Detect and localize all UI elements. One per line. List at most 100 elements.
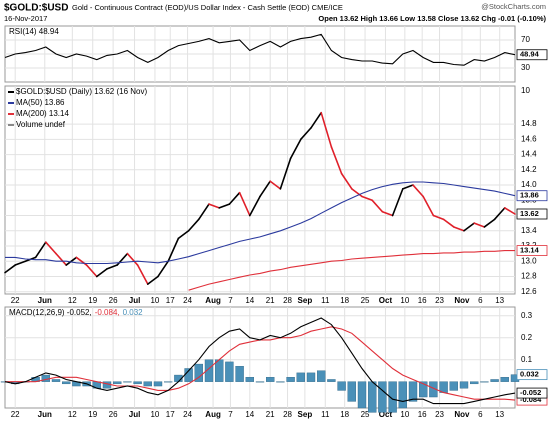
x-tick-label: 18 — [340, 296, 349, 305]
y-tick-label: 0.1 — [521, 355, 533, 364]
price-segment — [391, 188, 404, 217]
price-segment — [279, 157, 292, 190]
x-tick-label: 7 — [228, 410, 233, 419]
histogram-bar — [306, 372, 316, 382]
histogram-bar — [276, 381, 285, 383]
price-segment — [136, 264, 149, 285]
histogram-bar — [194, 363, 204, 382]
y-tick-label: 0.2 — [521, 333, 533, 342]
x-tick-label: 14 — [245, 296, 254, 305]
price-segment — [289, 138, 302, 160]
histogram-bar — [133, 381, 142, 385]
histogram-bar — [347, 381, 356, 402]
x-tick-label: 16 — [418, 410, 427, 419]
quote: Open 13.62 High 13.66 Low 13.58 Close 13… — [318, 14, 546, 23]
x-tick-label: Nov — [454, 410, 470, 419]
x-tick-label: Jul — [129, 410, 141, 419]
price-segment — [361, 195, 374, 202]
legend-entry: 0.032 — [123, 308, 144, 317]
x-tick-label: Jun — [38, 410, 52, 419]
histogram-bar — [449, 381, 458, 391]
histogram-bar — [388, 381, 397, 413]
x-tick-label: 13 — [495, 296, 504, 305]
price-segment — [187, 218, 200, 232]
legend-swatch — [8, 124, 14, 126]
price-segment — [493, 207, 506, 221]
price-segment — [463, 222, 476, 232]
value-box-label: -0.084 — [520, 395, 542, 404]
x-tick-label: 13 — [495, 410, 504, 419]
legend-entry: Volume undef — [16, 120, 66, 129]
price-segment — [330, 146, 343, 175]
x-tick-label: Sep — [298, 410, 313, 419]
price-segment — [65, 256, 78, 266]
x-tick-label: 17 — [166, 410, 175, 419]
value-box — [516, 387, 548, 399]
histogram-bar — [296, 372, 305, 382]
y-tick-label: 14.4 — [521, 150, 537, 159]
x-tick-label: 16 — [418, 296, 427, 305]
x-tick-label: 26 — [109, 410, 118, 419]
x-tick-label: 25 — [361, 410, 370, 419]
x-tick-label: 25 — [361, 296, 370, 305]
y-tick-label: 14.6 — [521, 134, 537, 143]
price-segment — [310, 111, 323, 129]
price-segment — [381, 210, 394, 217]
price-segment — [483, 218, 496, 228]
date: 16-Nov-2017 — [4, 14, 47, 23]
histogram-bar — [153, 381, 163, 387]
price-segment — [96, 268, 108, 278]
panel-frame — [4, 306, 516, 409]
x-tick-label: Nov — [454, 296, 470, 305]
histogram-bar — [470, 381, 479, 385]
legend-swatch — [8, 91, 14, 93]
histogram-bar — [317, 370, 326, 382]
price-segment — [238, 191, 251, 217]
histogram-bar — [143, 381, 153, 387]
price-segment — [157, 260, 169, 278]
x-tick-label: 11 — [321, 410, 330, 419]
histogram-bar — [408, 381, 418, 402]
histogram-bar — [327, 379, 336, 382]
histogram-bar — [255, 381, 265, 383]
x-tick-label: 21 — [266, 296, 275, 305]
y-tick-label: 14.0 — [521, 180, 537, 189]
price-segment — [452, 226, 465, 232]
value-box — [516, 208, 548, 220]
price-segment — [432, 214, 445, 221]
x-tick-label: 28 — [283, 410, 292, 419]
price-segment — [473, 222, 486, 228]
price-segment — [371, 199, 384, 213]
histogram-bar — [62, 381, 71, 385]
histogram-bar — [378, 381, 387, 413]
panel-frame — [4, 85, 516, 295]
value-box — [516, 369, 548, 381]
price-segment — [422, 195, 435, 217]
price-segment — [249, 195, 261, 217]
y-tick-label: 13.0 — [521, 256, 537, 265]
value-box-label: -0.052 — [520, 388, 541, 397]
price-segment — [126, 252, 139, 266]
y-tick-label: 14.8 — [521, 119, 537, 128]
legend-entry: -0.084, — [95, 308, 120, 317]
histogram-bar — [123, 381, 132, 383]
price-segment — [228, 191, 241, 205]
y-tick-label: 12.6 — [521, 287, 537, 296]
histogram-bar — [235, 366, 244, 382]
price-segment — [34, 241, 47, 259]
histogram-bar — [490, 379, 499, 382]
x-tick-label: Jul — [129, 296, 141, 305]
price-segment — [198, 203, 210, 221]
histogram-bar — [204, 359, 214, 382]
x-tick-label: 10 — [150, 410, 159, 419]
legend-swatch — [8, 113, 14, 115]
price-segment — [412, 184, 425, 198]
x-tick-label: 19 — [88, 296, 97, 305]
x-tick-label: 6 — [478, 296, 483, 305]
x-tick-label: 24 — [183, 296, 192, 305]
histogram-bar — [368, 381, 377, 413]
price-segment — [4, 264, 16, 274]
legend-entry: MA(50) 13.86 — [16, 98, 65, 107]
x-tick-label: 22 — [11, 296, 20, 305]
price-segment — [167, 237, 180, 263]
